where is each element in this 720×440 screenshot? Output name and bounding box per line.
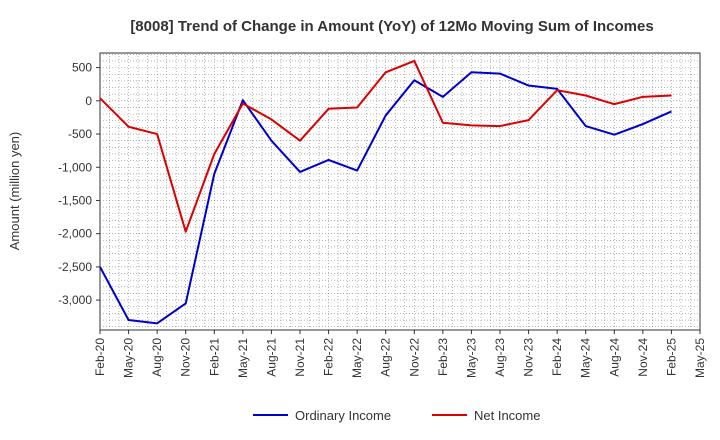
y-tick-label: -500 (68, 127, 92, 141)
x-tick-label: Feb-22 (322, 338, 336, 376)
x-tick-label: May-20 (122, 338, 136, 378)
x-tick-label: Nov-22 (407, 338, 421, 377)
legend: Ordinary Income Net Income (253, 408, 540, 423)
y-tick-label: -1,000 (58, 160, 92, 174)
y-tick-label: 0 (85, 94, 92, 108)
y-tick-label: 500 (72, 61, 92, 75)
x-tick-label: Aug-21 (264, 338, 278, 377)
y-tick-label: -2,500 (58, 260, 92, 274)
x-tick-label: Nov-24 (636, 338, 650, 377)
y-tick-label: -1,500 (58, 193, 92, 207)
x-tick-label: May-25 (693, 338, 707, 378)
legend-label: Net Income (474, 408, 540, 423)
chart-title: [8008] Trend of Change in Amount (YoY) o… (130, 18, 653, 35)
x-tick-label: May-23 (464, 338, 478, 378)
x-tick-label: Feb-24 (550, 338, 564, 376)
x-tick-label: May-21 (236, 338, 250, 378)
x-tick-label: May-24 (579, 338, 593, 378)
series-line-ordinary-income (99, 71, 672, 325)
x-tick-label: Feb-21 (207, 338, 221, 376)
series-line-net-income (99, 59, 672, 233)
x-tick-label: Aug-23 (493, 338, 507, 377)
x-tick-label: Feb-23 (436, 338, 450, 376)
x-tick-label: Nov-21 (293, 338, 307, 377)
y-tick-label: -3,000 (58, 293, 92, 307)
x-tick-label: Nov-20 (179, 338, 193, 377)
x-tick-label: May-22 (350, 338, 364, 378)
x-tick-label: Nov-23 (522, 338, 536, 377)
legend-label: Ordinary Income (295, 408, 391, 423)
x-tick-label: Feb-20 (93, 338, 107, 376)
x-tick-label: Aug-20 (150, 338, 164, 377)
x-tick-label: Aug-22 (379, 338, 393, 377)
y-axis-label: Amount (million yen) (7, 132, 22, 251)
plot-area: 500 0 -500 -1,000 -1,500 -2,000 -2,500 -3,000 Fe… (58, 52, 707, 378)
x-tick-label: Feb-25 (664, 338, 678, 376)
x-tick-label: Aug-24 (607, 338, 621, 377)
y-tick-label: -2,000 (58, 227, 92, 241)
